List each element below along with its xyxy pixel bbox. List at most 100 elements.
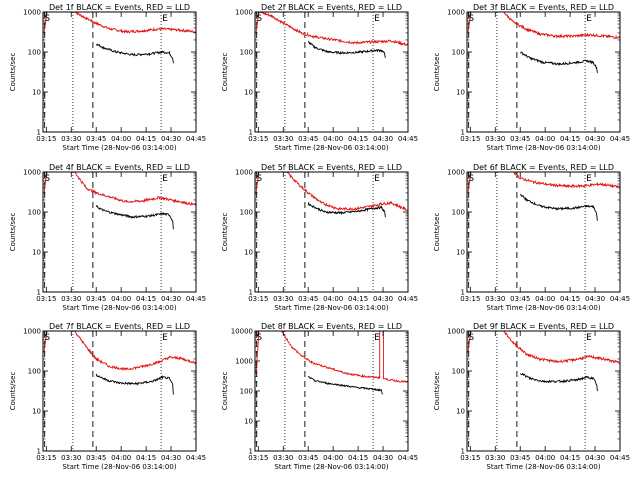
y-tick-label: 10 (456, 408, 465, 416)
events-series (520, 51, 598, 73)
panel-title: Det 4f BLACK = Events, RED = LLD (49, 163, 190, 172)
lld-series (255, 11, 409, 46)
y-tick-label: 100 (240, 49, 253, 57)
x-tick-label: 03:15 (36, 135, 56, 143)
plot-frame (254, 330, 409, 452)
x-axis-label: Start Time (28-Nov-06 03:14:00) (486, 304, 600, 312)
x-tick-label: 04:00 (111, 454, 131, 462)
events-series (520, 193, 598, 221)
x-tick-label: 03:45 (510, 454, 530, 462)
x-tick-label: 04:30 (585, 135, 605, 143)
detector-panel: Det 6f BLACK = Events, RED = LLD S E 1 10 100… (433, 163, 630, 312)
x-tick-label: 04:30 (373, 454, 393, 462)
x-tick-label: 03:30 (485, 295, 505, 303)
y-tick-label: 10 (456, 89, 465, 97)
end-marker: E (374, 14, 380, 24)
x-tick-label: 03:45 (510, 295, 530, 303)
y-tick-label: 1 (249, 448, 253, 456)
y-tick-label: 10 (32, 249, 41, 257)
y-tick-label: 1 (37, 129, 41, 137)
x-axis-label: Start Time (28-Nov-06 03:14:00) (486, 144, 600, 152)
panel-title: Det 2f BLACK = Events, RED = LLD (261, 3, 402, 12)
x-tick-label: 03:30 (485, 454, 505, 462)
x-tick-label: 04:15 (348, 295, 368, 303)
x-tick-label: 04:00 (535, 454, 555, 462)
x-tick-label: 03:45 (86, 454, 106, 462)
start-marker: S (44, 333, 50, 343)
x-tick-label: 03:30 (61, 295, 81, 303)
y-tick-label: 100 (452, 368, 465, 376)
events-series (519, 373, 598, 392)
x-tick-label: 04:15 (136, 454, 156, 462)
y-tick-label: 1000 (447, 9, 465, 17)
lld-series (467, 330, 621, 365)
x-axis-label: Start Time (28-Nov-06 03:14:00) (274, 463, 388, 471)
y-axis-label: Counts/sec (9, 372, 17, 411)
start-marker: S (468, 14, 474, 24)
panel-title: Det 5f BLACK = Events, RED = LLD (261, 163, 402, 172)
y-tick-label: 10 (32, 408, 41, 416)
x-tick-label: 04:30 (585, 295, 605, 303)
x-tick-label: 03:15 (36, 295, 56, 303)
lld-series (255, 171, 409, 212)
x-tick-label: 04:30 (161, 454, 181, 462)
y-tick-label: 1000 (23, 169, 41, 177)
y-tick-label: 10 (32, 89, 41, 97)
y-axis-label: Counts/sec (9, 53, 17, 92)
x-tick-label: 03:15 (248, 454, 268, 462)
y-tick-label: 1000 (447, 169, 465, 177)
end-marker: E (162, 14, 168, 24)
y-axis-label: Counts/sec (221, 372, 229, 411)
y-tick-label: 100 (240, 388, 253, 396)
x-axis-label: Start Time (28-Nov-06 03:14:00) (62, 304, 176, 312)
x-tick-label: 03:30 (273, 295, 293, 303)
x-tick-label: 03:30 (61, 454, 81, 462)
x-tick-label: 04:15 (136, 295, 156, 303)
plot-frame (42, 171, 197, 293)
x-tick-label: 04:30 (373, 135, 393, 143)
lld-series (43, 171, 197, 206)
lld-series (255, 330, 409, 384)
plot-frame (42, 330, 197, 452)
x-tick-label: 04:00 (111, 295, 131, 303)
x-tick-label: 03:30 (61, 135, 81, 143)
detector-panel: Det 3f BLACK = Events, RED = LLD S E 1 10 100… (433, 3, 630, 152)
x-tick-label: 04:15 (560, 295, 580, 303)
x-tick-label: 04:45 (398, 295, 418, 303)
start-marker: S (468, 333, 474, 343)
x-tick-label: 04:45 (186, 454, 206, 462)
x-tick-label: 03:15 (460, 295, 480, 303)
x-tick-label: 03:15 (248, 295, 268, 303)
y-axis-label: Counts/sec (221, 53, 229, 92)
y-tick-label: 1000 (235, 9, 253, 17)
end-marker: E (586, 174, 592, 184)
y-tick-label: 1 (461, 448, 465, 456)
x-tick-label: 03:45 (86, 135, 106, 143)
plot-frame (254, 171, 409, 293)
y-tick-label: 1000 (235, 358, 253, 366)
x-tick-label: 04:15 (560, 135, 580, 143)
x-tick-label: 03:45 (298, 135, 318, 143)
x-tick-label: 04:15 (560, 454, 580, 462)
x-tick-label: 04:45 (398, 454, 418, 462)
x-tick-label: 03:45 (298, 295, 318, 303)
x-tick-label: 03:15 (460, 454, 480, 462)
lld-series (467, 171, 621, 192)
x-tick-label: 04:30 (585, 454, 605, 462)
events-series (95, 43, 174, 64)
panel-title: Det 6f BLACK = Events, RED = LLD (473, 163, 614, 172)
x-tick-label: 03:30 (485, 135, 505, 143)
x-tick-label: 03:45 (86, 295, 106, 303)
start-marker: S (468, 174, 474, 184)
x-tick-label: 04:45 (610, 454, 630, 462)
x-axis-label: Start Time (28-Nov-06 03:14:00) (274, 304, 388, 312)
x-tick-label: 04:00 (323, 135, 343, 143)
y-tick-label: 1000 (235, 169, 253, 177)
y-tick-label: 1000 (447, 328, 465, 336)
x-tick-label: 04:45 (610, 295, 630, 303)
x-tick-label: 04:45 (186, 135, 206, 143)
x-axis-label: Start Time (28-Nov-06 03:14:00) (274, 144, 388, 152)
events-series (95, 204, 174, 230)
x-tick-label: 04:00 (535, 295, 555, 303)
x-axis-label: Start Time (28-Nov-06 03:14:00) (62, 463, 176, 471)
